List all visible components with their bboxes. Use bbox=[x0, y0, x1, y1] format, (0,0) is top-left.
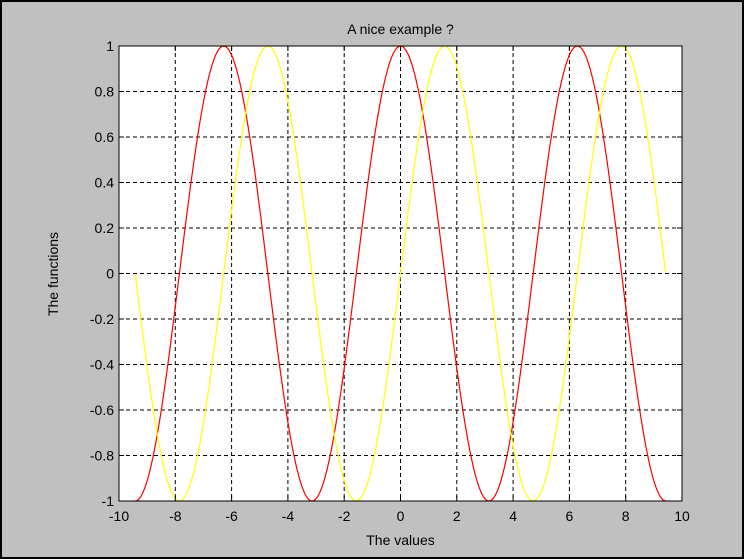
x-tick-label: 6 bbox=[566, 508, 574, 524]
ticks: -10 -8 -6 -4 -2 0 2 4 6 8 10 -1 -0.8 -0.6 -0.4 -0.2 0 0.2… bbox=[90, 38, 690, 524]
x-tick-label: -6 bbox=[225, 508, 238, 524]
y-axis-label: The functions bbox=[45, 232, 61, 316]
y-tick-label: 0.2 bbox=[95, 220, 115, 236]
y-tick-label: -0.8 bbox=[90, 448, 114, 464]
y-tick-label: 0 bbox=[106, 266, 114, 282]
chart-title: A nice example ? bbox=[347, 21, 454, 37]
x-tick-label: 2 bbox=[453, 508, 461, 524]
series-line-2 bbox=[134, 45, 667, 502]
y-tick-label: -0.6 bbox=[90, 402, 114, 418]
y-tick-label: 0.8 bbox=[95, 84, 115, 100]
y-tick-label: 1 bbox=[106, 38, 114, 54]
y-tick-label: 0.6 bbox=[95, 129, 115, 145]
x-tick-label: 10 bbox=[674, 508, 690, 524]
x-tick-label: -10 bbox=[109, 508, 129, 524]
x-tick-label: -4 bbox=[282, 508, 295, 524]
y-tick-label: -0.4 bbox=[90, 357, 114, 373]
x-tick-label: 0 bbox=[397, 508, 405, 524]
x-tick-label: -8 bbox=[169, 508, 182, 524]
y-tick-label: -0.2 bbox=[90, 311, 114, 327]
x-tick-label: 8 bbox=[622, 508, 630, 524]
x-tick-label: -2 bbox=[338, 508, 351, 524]
x-axis-label: The values bbox=[366, 532, 434, 548]
y-tick-label: -1 bbox=[102, 493, 115, 509]
y-tick-label: 0.4 bbox=[95, 175, 115, 191]
x-tick-label: 4 bbox=[509, 508, 517, 524]
